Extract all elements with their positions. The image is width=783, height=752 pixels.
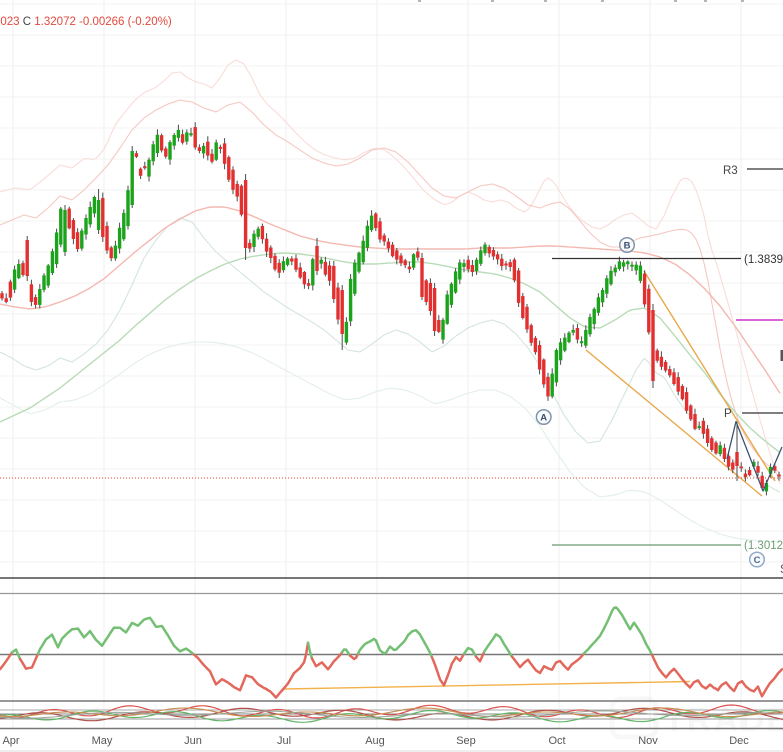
svg-text:Jun: Jun — [184, 735, 202, 747]
svg-text:Sep: Sep — [456, 735, 476, 747]
svg-text:P: P — [724, 408, 732, 420]
svg-text:May: May — [92, 735, 113, 747]
svg-text:B: B — [624, 241, 631, 252]
svg-text:C: C — [754, 555, 761, 566]
svg-text:TRADE: TRADE — [664, 701, 783, 739]
svg-text:R3: R3 — [723, 165, 738, 177]
svg-text:(1.38390: (1.38390 — [744, 254, 783, 266]
svg-text:Apr: Apr — [2, 735, 19, 747]
svg-text:Dec: Dec — [729, 735, 749, 747]
svg-text:A: A — [540, 413, 547, 424]
svg-text:S: S — [780, 564, 783, 576]
svg-text:Aug: Aug — [365, 735, 385, 747]
svg-text:Nov: Nov — [638, 735, 658, 747]
svg-text:(1.30124: (1.30124 — [744, 540, 783, 552]
svg-text:2023 C 1.32072 -0.00266 (-0.: 2023 C 1.32072 -0.00266 (-0.20%) — [0, 16, 172, 28]
svg-text:Oct: Oct — [548, 735, 565, 747]
svg-text:Jul: Jul — [277, 735, 291, 747]
